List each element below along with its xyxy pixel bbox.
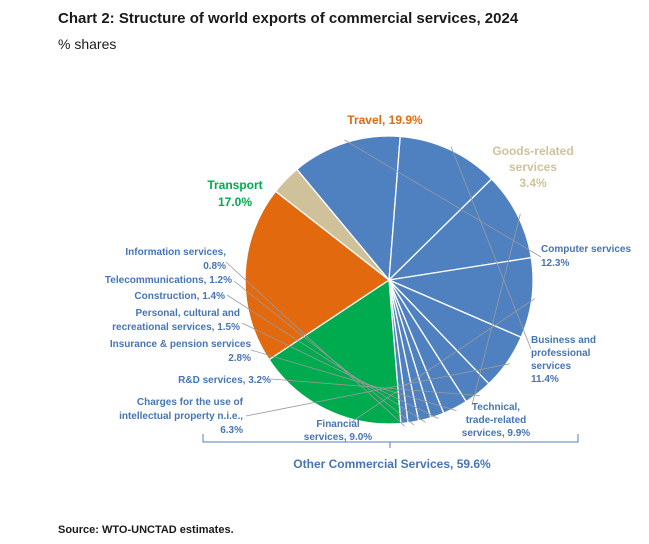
data-label-insurance: Insurance & pension services 2.8%: [110, 339, 252, 364]
leader-line-telecom: [233, 280, 415, 426]
data-label-technical: Technical, trade-related services, 9.9%: [462, 402, 530, 439]
data-label-construction: Construction, 1.4%: [134, 291, 225, 302]
leader-line-personal: [241, 322, 439, 419]
data-label-rd: R&D services, 3.2%: [178, 375, 271, 386]
leader-line-business: [450, 146, 532, 350]
data-label-travel: Travel, 19.9%: [347, 113, 423, 127]
ocs-group-label: Other Commercial Services, 59.6%: [293, 457, 491, 471]
pie-slice-business: [388, 135, 493, 282]
pie-slice-financial: [386, 256, 534, 339]
chart-title: Chart 2: Structure of world exports of c…: [58, 10, 519, 27]
leader-line-construction: [226, 294, 426, 423]
leader-line-insurance: [250, 349, 457, 411]
chart-subtitle: % shares: [58, 36, 117, 52]
source-note: Source: WTO-UNCTAD estimates.: [58, 524, 234, 536]
pie-slice-travel: [244, 190, 391, 361]
leader-line-computer: [344, 139, 542, 258]
data-label-computer: Computer services 12.3%: [541, 244, 631, 269]
pie-slice-technical: [387, 178, 532, 281]
data-label-ip: Charges for the use of intellectual prope…: [119, 397, 244, 436]
data-label-personal: Personal, cultural and recreational servi…: [112, 308, 240, 333]
data-label-telecom: Telecommunications, 1.2%: [105, 275, 232, 286]
leader-line-financial: [349, 298, 536, 424]
data-label-transport: Transport 17.0%: [207, 178, 262, 209]
leader-line-technical: [471, 213, 521, 406]
data-label-information: Information services, 0.8%: [125, 247, 226, 272]
ocs-bracket: [202, 434, 579, 448]
data-label-business: Business and professional services 11.4%: [531, 335, 596, 385]
data-label-goods: Goods-related services 3.4%: [492, 144, 573, 190]
leader-line-ip: [245, 363, 510, 417]
pie-slice-computer: [295, 135, 401, 282]
data-label-financial: Financial services, 9.0%: [304, 419, 372, 443]
leader-line-rd: [270, 378, 480, 396]
leader-line-information: [225, 261, 405, 427]
